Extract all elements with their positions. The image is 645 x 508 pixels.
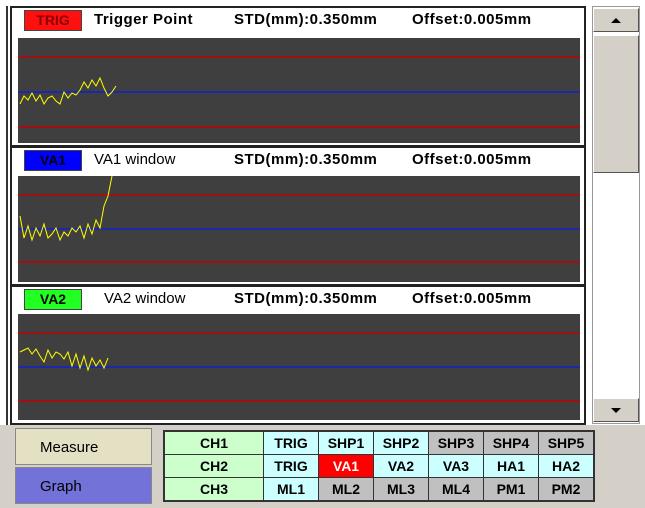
offset: Offset:0.005mm	[412, 290, 532, 307]
std: STD(mm):0.350mm	[234, 151, 378, 168]
window-title: Trigger Point	[94, 11, 194, 28]
cell[interactable]: CH3	[163, 477, 264, 502]
cell[interactable]: VA2	[373, 454, 429, 478]
cell[interactable]: ML2	[318, 477, 374, 502]
scroll-up[interactable]	[593, 8, 639, 32]
cell[interactable]: HA1	[483, 454, 539, 478]
measure-button[interactable]: Measure	[15, 428, 152, 465]
window-va1: VA1 VA1 window STD(mm):0.350mm Offset:0.…	[10, 146, 586, 286]
std: STD(mm):0.350mm	[234, 11, 378, 28]
cell[interactable]: SHP2	[373, 430, 429, 455]
cell[interactable]: HA2	[538, 454, 595, 478]
window-trig: TRIG Trigger Point STD(mm):0.350mm Offse…	[10, 6, 586, 147]
std: STD(mm):0.350mm	[234, 290, 378, 307]
offset: Offset:0.005mm	[412, 151, 532, 168]
cell[interactable]: SHP1	[318, 430, 374, 455]
tag: VA2	[24, 289, 82, 310]
cell[interactable]: ML3	[373, 477, 429, 502]
cell-selected[interactable]: VA1	[318, 454, 374, 478]
offset: Offset:0.005mm	[412, 11, 532, 28]
cell[interactable]: ML4	[428, 477, 484, 502]
plot	[18, 176, 580, 282]
tag: VA1	[24, 150, 82, 171]
cell[interactable]: SHP4	[483, 430, 539, 455]
scroll-thumb[interactable]	[593, 35, 639, 173]
arrow-down	[611, 408, 621, 413]
arrow-up	[611, 18, 621, 23]
cell[interactable]: PM2	[538, 477, 595, 502]
scroll-down[interactable]	[593, 398, 639, 422]
cell[interactable]: SHP5	[538, 430, 595, 455]
window-title: VA1 window	[94, 151, 176, 168]
window-title: VA2 window	[104, 290, 186, 307]
cell[interactable]: TRIG	[263, 430, 319, 455]
cell[interactable]: ML1	[263, 477, 319, 502]
tag: TRIG	[24, 10, 82, 31]
cell[interactable]: TRIG	[263, 454, 319, 478]
cell[interactable]: VA3	[428, 454, 484, 478]
scrollbar[interactable]	[592, 6, 640, 424]
cell[interactable]: CH2	[163, 454, 264, 478]
window-frame	[6, 6, 590, 426]
graph-button[interactable]: Graph	[15, 467, 152, 504]
plot	[18, 38, 580, 143]
plot	[18, 314, 580, 420]
cell[interactable]: SHP3	[428, 430, 484, 455]
window-va2: VA2 VA2 window STD(mm):0.350mm Offset:0.…	[10, 285, 586, 425]
control-bar: Measure Graph CH1 TRIG SHP1 SHP2 SHP3 SH…	[0, 425, 645, 508]
channel-grid: CH1 TRIG SHP1 SHP2 SHP3 SHP4 SHP5 CH2 TR…	[163, 430, 595, 502]
cell[interactable]: CH1	[163, 430, 264, 455]
cell[interactable]: PM1	[483, 477, 539, 502]
